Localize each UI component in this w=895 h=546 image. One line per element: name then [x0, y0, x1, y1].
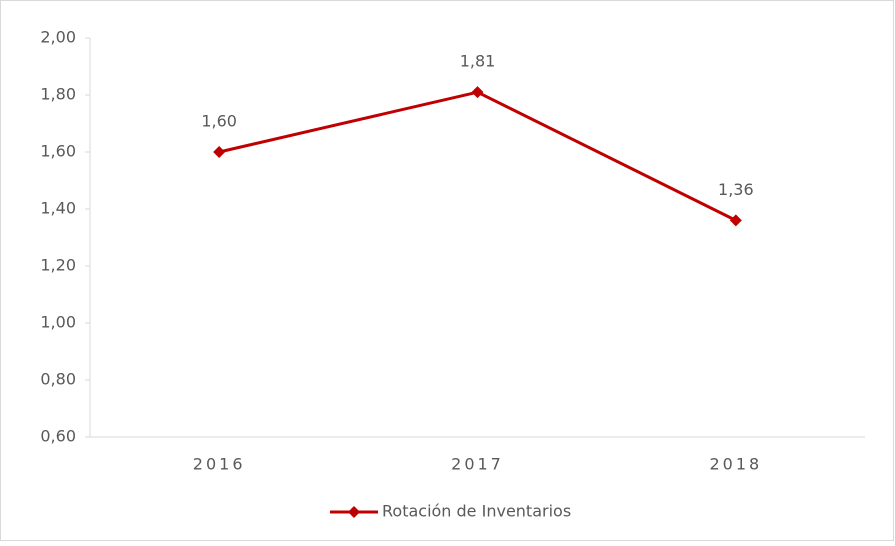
x-tick-label: 2018 [709, 455, 762, 474]
y-tick-label: 1,00 [40, 313, 76, 332]
y-tick-label: 1,20 [40, 256, 76, 275]
y-tick-label: 2,00 [40, 28, 76, 47]
legend-marker [348, 506, 360, 518]
point-marker [729, 214, 742, 227]
x-tick-label: 2016 [193, 455, 246, 474]
point-marker [471, 86, 484, 99]
value-label: 1,81 [460, 52, 496, 71]
x-tick-label: 2017 [451, 455, 504, 474]
point-marker [213, 146, 226, 158]
y-tick-label: 1,40 [40, 199, 76, 218]
y-tick-label: 1,60 [40, 142, 76, 161]
value-label: 1,60 [201, 112, 237, 131]
y-tick-label: 0,60 [40, 427, 76, 446]
value-label: 1,36 [718, 180, 754, 199]
y-tick-label: 1,80 [40, 85, 76, 104]
legend-label: Rotación de Inventarios [382, 502, 571, 521]
y-tick-label: 0,80 [40, 370, 76, 389]
